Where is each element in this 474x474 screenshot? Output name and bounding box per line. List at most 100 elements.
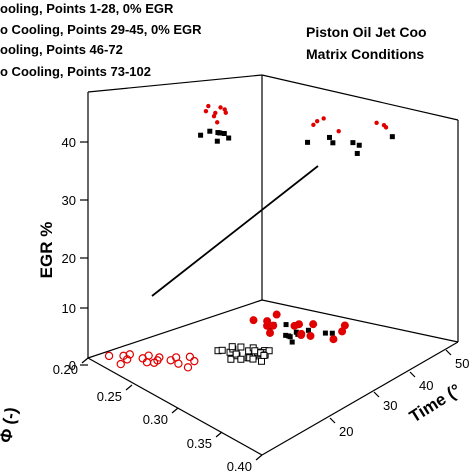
data-point [289, 339, 295, 345]
back-top-edge [87, 74, 263, 93]
legend-entry-4: o Cooling, Points 73-102 [0, 64, 151, 79]
right-top-edge [261, 74, 459, 121]
data-point [214, 138, 220, 144]
phi-tick-label: 0.30 [143, 412, 168, 427]
data-point [336, 129, 341, 134]
data-point [206, 103, 211, 109]
legend-entry-2: o Cooling, Points 29-45, 0% EGR [0, 22, 202, 37]
data-point [203, 108, 209, 114]
data-point [198, 132, 204, 138]
data-point [144, 351, 153, 360]
right-floor-edge [261, 299, 459, 343]
egr-tick-label: 20 [62, 251, 76, 266]
data-point [257, 357, 265, 365]
data-point [227, 355, 235, 363]
data-point [185, 352, 195, 362]
phi-tick-mark [255, 454, 263, 461]
data-point [251, 347, 259, 355]
data-point [269, 321, 278, 330]
data-point [218, 105, 223, 110]
data-point [183, 363, 193, 372]
data-point [321, 116, 326, 121]
data-point [340, 321, 349, 330]
time-ticks: 20 30 40 50 [329, 349, 469, 439]
data-point [350, 140, 356, 146]
data-point [228, 343, 236, 351]
phi-tick-label: 0.35 [187, 436, 212, 451]
phi-axis-label: Φ (-) [0, 406, 21, 444]
time-tick-mark [329, 417, 336, 424]
data-point [214, 120, 220, 125]
phi-tick-mark [125, 384, 133, 391]
data-point [272, 310, 281, 319]
egr-tick-label: 40 [62, 135, 76, 150]
data-point [389, 134, 395, 140]
data-point [217, 130, 223, 136]
data-point [305, 327, 311, 333]
data-point [263, 321, 272, 330]
time-axis-line [261, 341, 459, 456]
data-point [356, 142, 362, 148]
data-point [374, 120, 379, 126]
data-point [222, 107, 227, 112]
data-point [329, 335, 338, 344]
data-point [174, 359, 183, 368]
data-point [232, 350, 240, 358]
data-point [330, 140, 336, 146]
data-point [211, 113, 217, 119]
chart-title-line-2: Matrix Conditions [306, 46, 424, 62]
data-point [354, 150, 360, 156]
data-point [306, 331, 315, 340]
data-point [218, 346, 226, 354]
data-point [329, 330, 335, 336]
data-point [295, 320, 304, 329]
data-point [153, 356, 162, 365]
data-point [260, 351, 268, 359]
data-point [338, 327, 347, 336]
data-point [311, 122, 316, 128]
time-tick-label: 40 [419, 378, 433, 393]
back-floor-edge [87, 299, 263, 359]
time-tick-mark [373, 391, 380, 398]
data-point [125, 350, 135, 359]
phi-axis-line [87, 357, 263, 456]
legend-entry-1: ooling, Points 1-28, 0% EGR [0, 1, 174, 16]
data-point [265, 347, 273, 355]
data-point [309, 320, 318, 329]
time-tick-label: 20 [339, 424, 353, 439]
data-point [190, 356, 199, 366]
phi-tick-label: 0.25 [97, 389, 122, 404]
time-tick-label: 50 [455, 356, 469, 371]
phi-tick-mark [81, 357, 89, 364]
data-point [287, 334, 293, 340]
data-point [249, 316, 258, 325]
data-points [104, 103, 395, 372]
time-tick-label: 30 [383, 398, 397, 413]
time-tick-mark [445, 349, 452, 356]
egr-tick-label: 0 [69, 358, 76, 373]
trend-line [151, 165, 319, 297]
phi-tick-mark [171, 407, 179, 414]
phi-tick-label: 0.20 [53, 362, 78, 377]
time-axis-label: Time (° [406, 380, 464, 426]
phi-tick-mark [215, 431, 223, 438]
data-point [249, 355, 257, 363]
data-point [314, 118, 320, 124]
data-point [237, 355, 245, 363]
data-point [221, 130, 227, 136]
legend-entry-3: ooling, Points 46-72 [0, 42, 123, 57]
chart-frame [87, 74, 459, 456]
chart-title-line-1: Piston Oil Jet Coo [306, 24, 427, 40]
data-point [266, 328, 275, 337]
data-point [305, 139, 311, 145]
egr-tick-label: 30 [62, 193, 76, 208]
data-point [322, 330, 328, 336]
data-point [226, 135, 232, 141]
data-point [283, 332, 289, 338]
data-point [383, 125, 389, 130]
time-tick-mark [409, 371, 416, 378]
data-point [297, 331, 306, 340]
data-point [283, 322, 289, 328]
data-point [207, 128, 213, 134]
